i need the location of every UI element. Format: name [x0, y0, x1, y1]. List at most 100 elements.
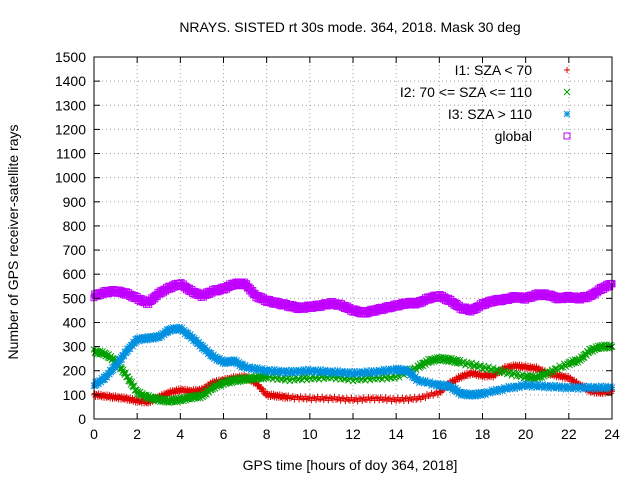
data-point — [118, 356, 126, 363]
y-tick-label: 800 — [63, 218, 87, 234]
data-point — [129, 342, 136, 350]
data-point — [133, 338, 140, 346]
data-point — [585, 382, 593, 390]
x-axis-label: GPS time [hours of doy 364, 2018] — [243, 457, 458, 473]
plot-area — [90, 278, 616, 407]
x-tick-label: 6 — [220, 426, 228, 442]
data-point — [391, 368, 398, 375]
legend-label: global — [495, 128, 532, 144]
data-point — [378, 369, 386, 376]
data-point — [380, 365, 388, 373]
data-point — [94, 377, 102, 385]
data-point — [533, 384, 540, 391]
data-point — [397, 365, 405, 372]
data-point — [415, 379, 423, 386]
data-point — [134, 334, 142, 342]
data-point — [247, 366, 255, 374]
data-point — [494, 388, 502, 396]
data-point — [565, 384, 573, 392]
data-point — [343, 368, 351, 376]
data-point — [328, 370, 335, 378]
data-point — [600, 384, 608, 392]
data-point — [355, 368, 363, 375]
data-point — [511, 385, 519, 393]
data-point — [263, 366, 271, 374]
legend-label: I3: SZA > 110 — [448, 106, 532, 122]
y-axis-label: Number of GPS receiver-satellite rays — [5, 125, 21, 360]
y-tick-label: 600 — [63, 266, 87, 282]
data-point — [462, 389, 470, 397]
data-point — [319, 393, 326, 400]
data-point — [345, 371, 352, 379]
data-point — [374, 370, 382, 377]
x-tick-label: 24 — [604, 426, 620, 442]
data-point — [164, 329, 172, 336]
data-point — [579, 385, 587, 393]
legend-marker — [563, 88, 571, 96]
legend-marker — [563, 132, 571, 140]
data-point — [422, 376, 429, 384]
data-point — [269, 369, 277, 376]
data-point — [309, 366, 317, 374]
data-point — [155, 331, 163, 339]
data-point — [194, 340, 202, 348]
data-point — [112, 364, 119, 372]
data-point — [120, 352, 128, 360]
data-point — [405, 397, 412, 404]
data-point — [371, 375, 378, 383]
data-point — [349, 370, 357, 378]
data-point — [550, 384, 557, 392]
x-tick-label: 20 — [518, 426, 534, 442]
data-point — [486, 390, 494, 397]
data-point — [428, 389, 435, 396]
data-point — [317, 396, 324, 403]
data-point — [590, 383, 597, 390]
data-point — [376, 397, 383, 404]
data-point — [386, 368, 394, 376]
data-point — [280, 367, 287, 375]
data-point — [287, 366, 295, 374]
data-point — [389, 365, 397, 373]
data-point — [302, 393, 309, 400]
data-point — [92, 378, 99, 386]
y-tick-label: 1000 — [55, 170, 86, 186]
data-point — [315, 369, 323, 377]
data-point — [143, 391, 150, 399]
data-point — [383, 367, 391, 375]
data-point — [574, 386, 582, 393]
data-point — [505, 382, 513, 390]
y-tick-label: 1100 — [56, 146, 86, 162]
data-point — [434, 379, 442, 387]
data-point — [156, 334, 163, 342]
data-point — [240, 364, 248, 371]
data-point — [346, 367, 354, 375]
data-point — [476, 391, 484, 399]
data-point — [216, 354, 223, 362]
x-tick-label: 12 — [345, 426, 361, 442]
x-tick-label: 8 — [263, 426, 271, 442]
y-tick-label: 500 — [63, 290, 87, 306]
data-point — [417, 396, 424, 403]
data-point — [497, 385, 505, 393]
series-4 — [90, 278, 616, 318]
axes: 0 2 4 6 8 10 12 14 16 18 20 22 240100200300400500600… — [55, 49, 620, 442]
x-tick-label: 16 — [432, 426, 448, 442]
data-point — [489, 364, 497, 372]
data-point — [399, 394, 406, 401]
data-point — [423, 380, 431, 388]
data-point — [488, 386, 496, 394]
data-point — [239, 360, 247, 368]
y-tick-label: 0 — [78, 411, 86, 427]
x-tick-label: 22 — [561, 426, 577, 442]
series-3 — [90, 323, 616, 400]
data-point — [567, 385, 574, 393]
data-point — [568, 382, 576, 390]
data-point — [442, 384, 450, 392]
data-point — [166, 325, 173, 333]
grid — [94, 57, 612, 419]
data-point — [371, 368, 378, 375]
data-point — [285, 392, 292, 399]
data-point — [230, 356, 238, 363]
data-point — [303, 396, 310, 403]
